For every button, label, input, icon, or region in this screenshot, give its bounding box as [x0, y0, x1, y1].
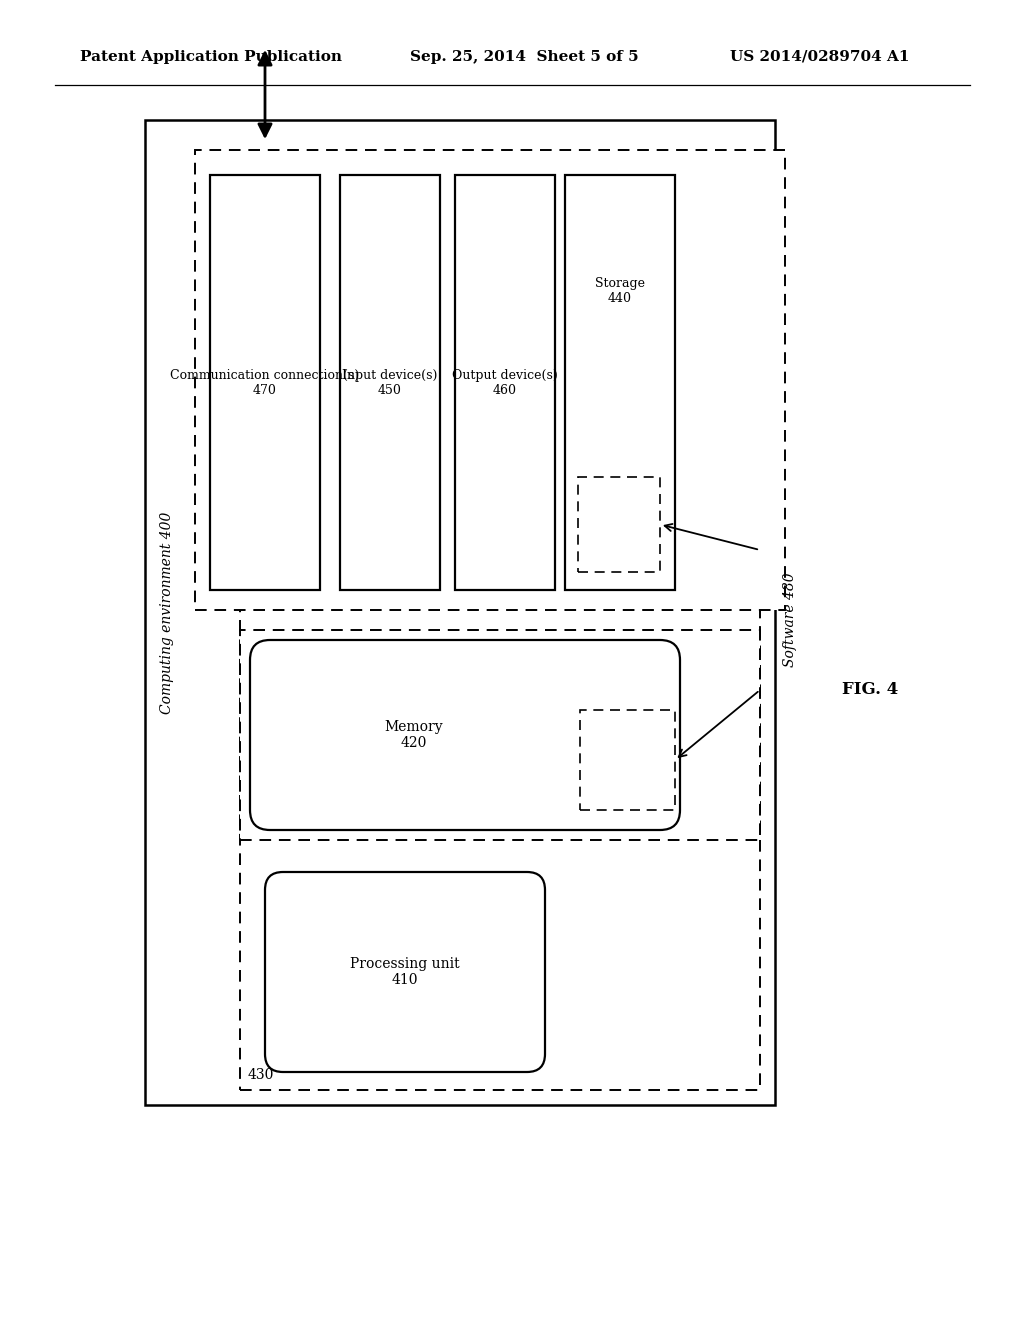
Bar: [580, 710, 675, 810]
Bar: [195, 150, 785, 610]
Text: Software 480: Software 480: [783, 573, 797, 668]
Text: FIG. 4: FIG. 4: [842, 681, 898, 698]
Bar: [455, 176, 555, 590]
Text: Memory
420: Memory 420: [384, 719, 442, 750]
Text: Computing environment 400: Computing environment 400: [160, 511, 174, 714]
Text: US 2014/0289704 A1: US 2014/0289704 A1: [730, 50, 909, 63]
Text: Input device(s)
450: Input device(s) 450: [342, 368, 437, 396]
Text: Output device(s)
460: Output device(s) 460: [453, 368, 558, 396]
Bar: [578, 477, 660, 572]
Bar: [340, 176, 440, 590]
Bar: [240, 630, 760, 840]
Bar: [240, 500, 760, 1090]
Text: 430: 430: [248, 1068, 274, 1082]
Text: Storage
440: Storage 440: [595, 277, 645, 305]
FancyBboxPatch shape: [265, 873, 545, 1072]
Text: Sep. 25, 2014  Sheet 5 of 5: Sep. 25, 2014 Sheet 5 of 5: [410, 50, 639, 63]
Text: Patent Application Publication: Patent Application Publication: [80, 50, 342, 63]
Text: Processing unit
410: Processing unit 410: [350, 957, 460, 987]
Text: Communication connection(s)
470: Communication connection(s) 470: [170, 368, 359, 396]
Bar: [210, 176, 319, 590]
FancyBboxPatch shape: [250, 640, 680, 830]
Bar: [145, 120, 775, 1105]
Bar: [565, 176, 675, 590]
